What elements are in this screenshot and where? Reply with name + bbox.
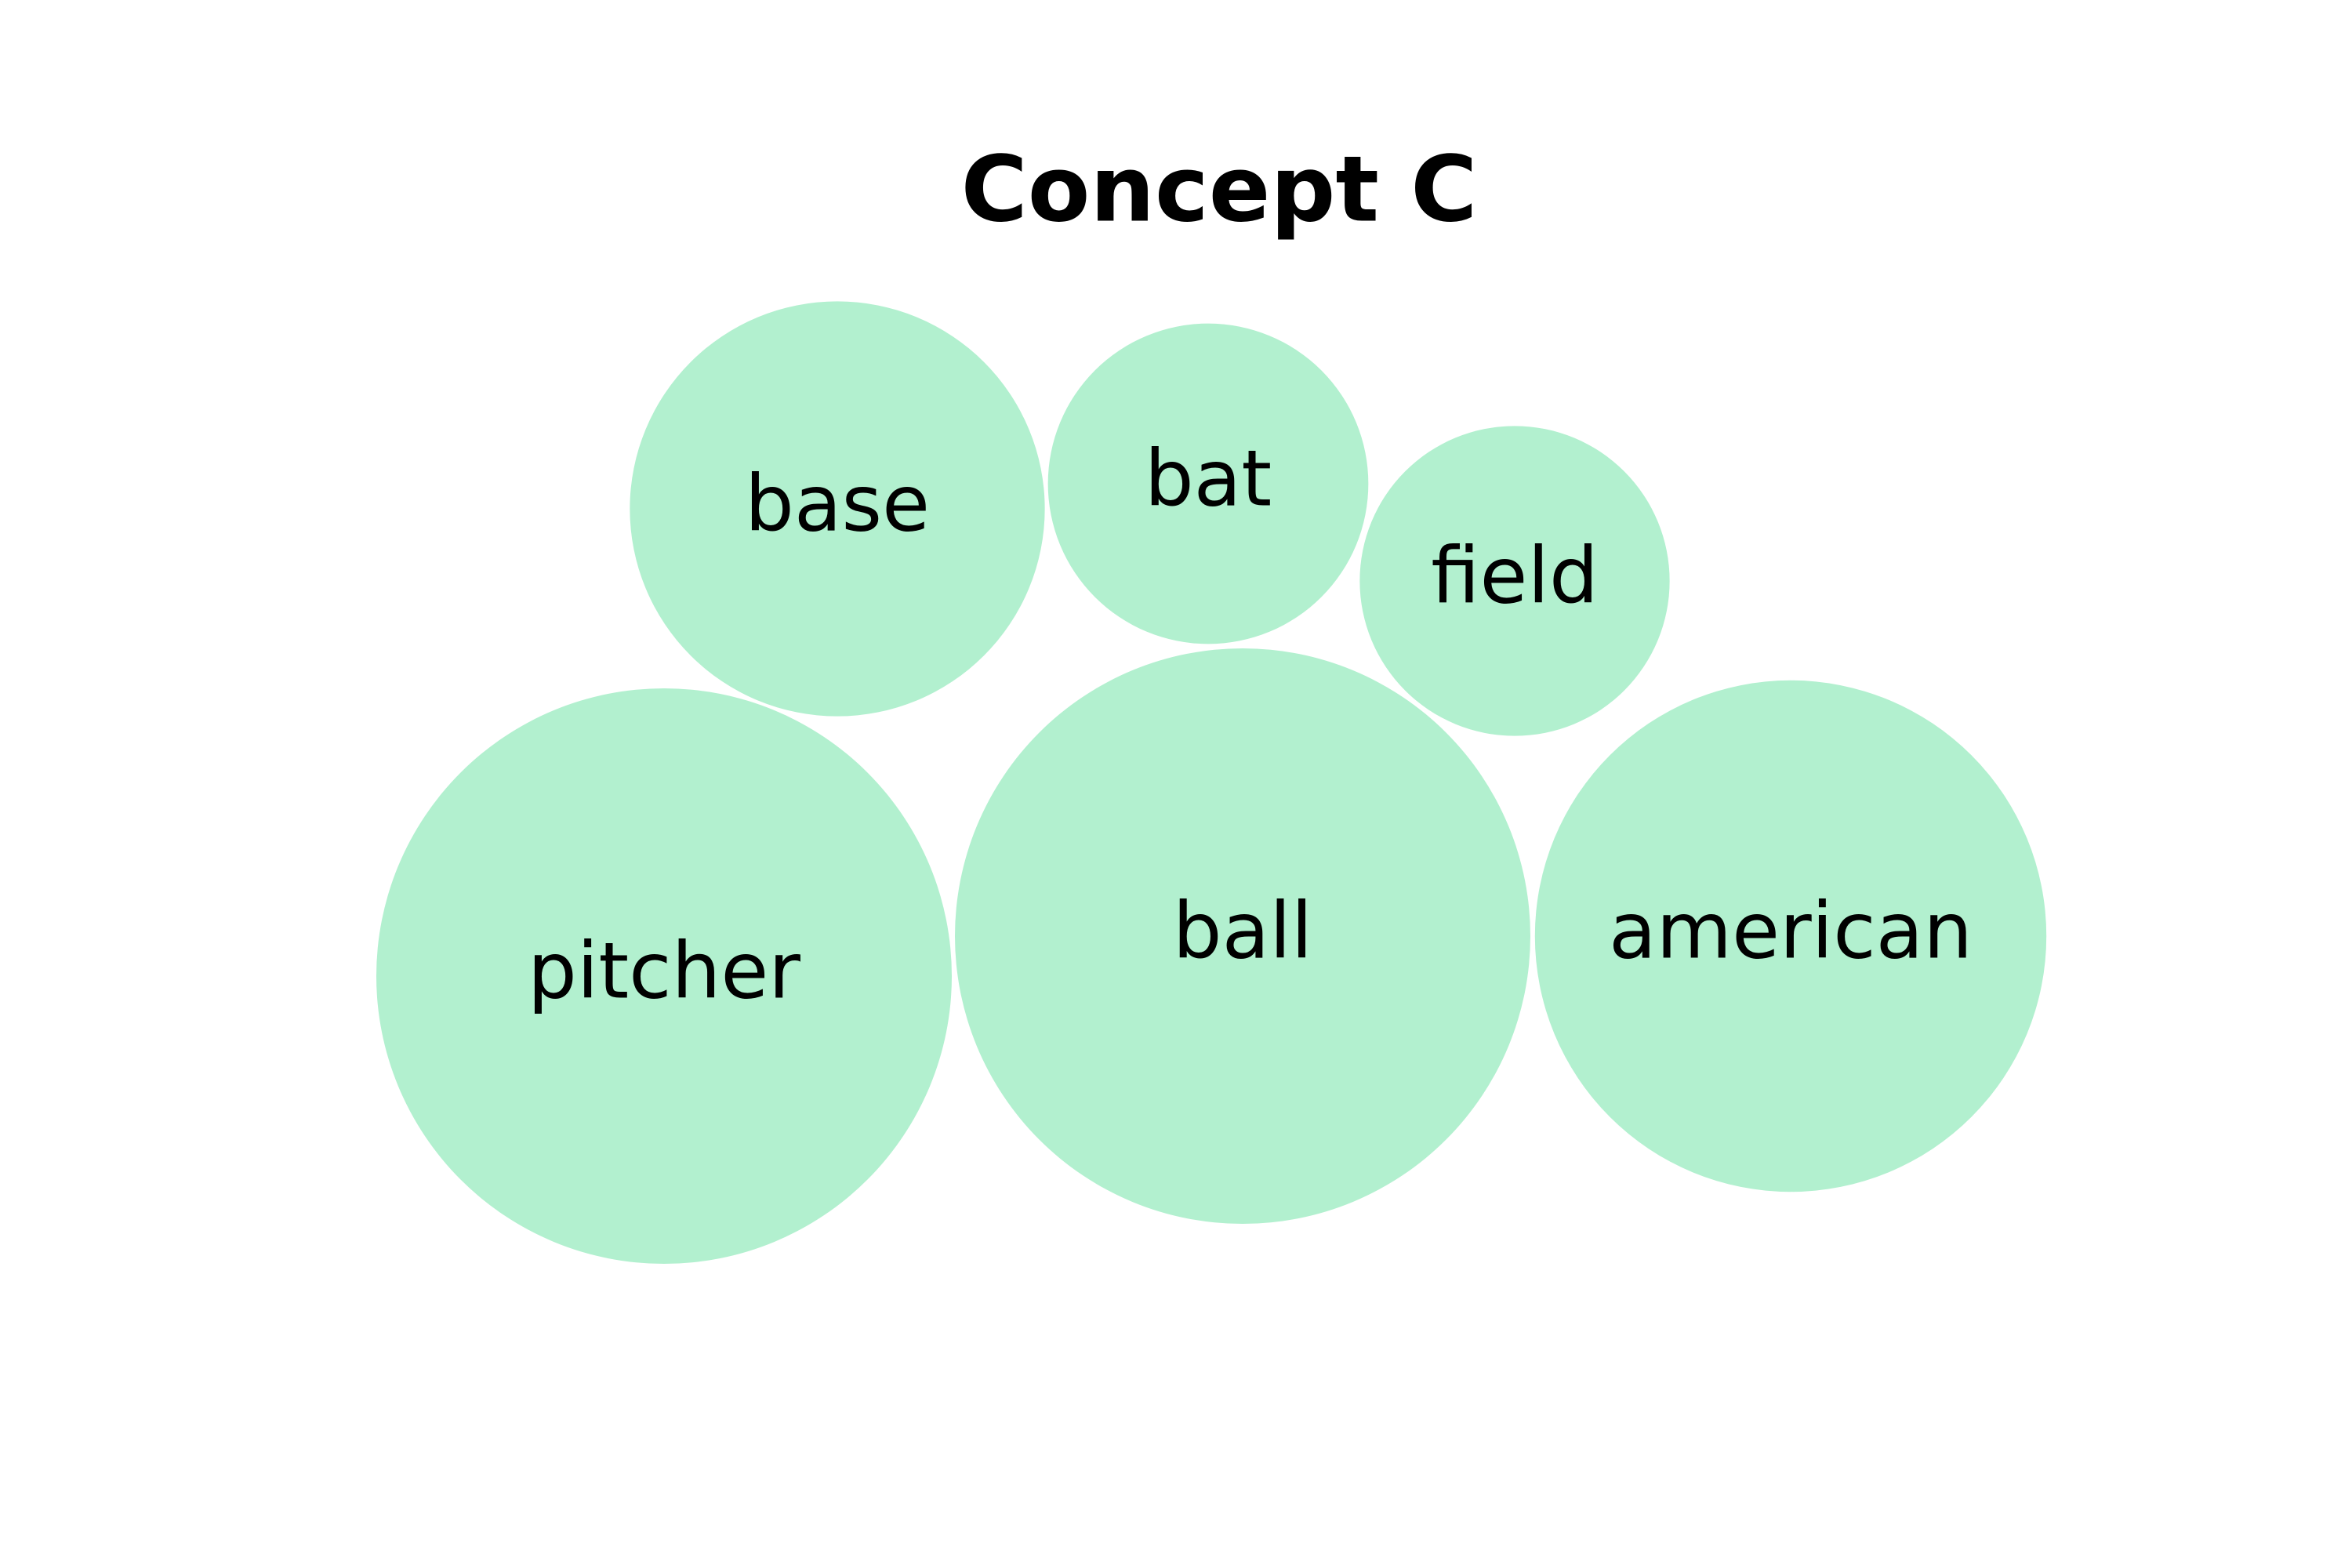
bubble-group: base bat field pitcher ball american	[376, 301, 2047, 1264]
chart-title: Concept C	[961, 137, 1478, 243]
bubble-label-american: american	[1609, 886, 1973, 976]
bubble-label-base: base	[745, 459, 930, 549]
bubble-label-pitcher: pitcher	[528, 926, 800, 1016]
bubble-american	[1534, 680, 2047, 1192]
bubble-pitcher	[376, 688, 952, 1264]
bubble-bat	[1047, 323, 1369, 644]
bubble-label-bat: bat	[1145, 434, 1272, 524]
bubble-base	[630, 301, 1045, 717]
bubble-field	[1359, 426, 1670, 736]
bubble-label-field: field	[1431, 531, 1599, 621]
bubble-label-ball: ball	[1173, 886, 1313, 976]
bubble-ball	[955, 648, 1530, 1224]
